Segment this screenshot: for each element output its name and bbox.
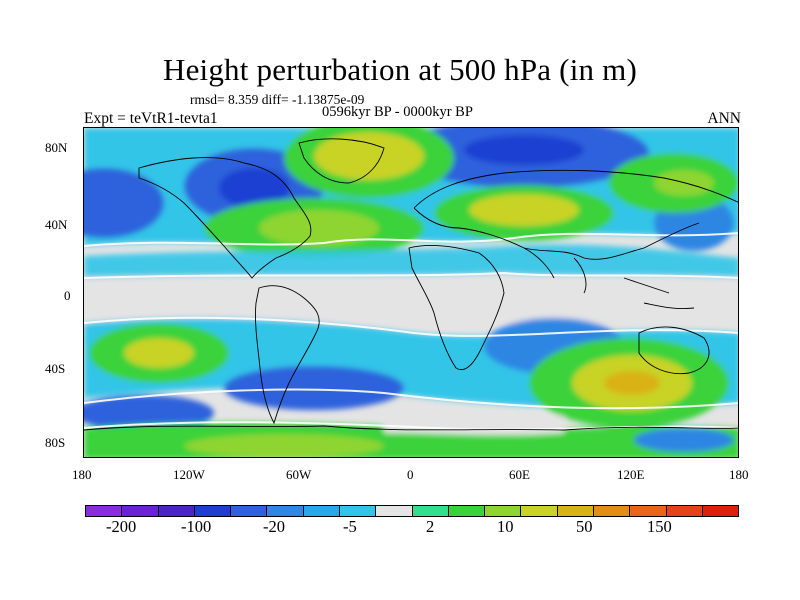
experiment-label: Expt = teVtR1-tevta1: [84, 110, 218, 127]
colorbar-segment: [702, 506, 739, 516]
colorbar-label: 50: [576, 517, 593, 536]
lon-tick-label: 180: [729, 467, 749, 482]
contour-lines: [84, 232, 738, 431]
lat-tick-label: 40N: [45, 217, 68, 232]
colorbar-segment: [376, 506, 413, 516]
colorbar-label: -200: [106, 517, 137, 536]
colorbar-segment: [303, 506, 340, 516]
colorbar-segment: [267, 506, 304, 516]
lon-tick-label: 120E: [617, 467, 645, 482]
colorbar-segment: [231, 506, 268, 516]
colorbar-segment: [630, 506, 667, 516]
map-panel: [83, 127, 739, 458]
coastlines: [84, 138, 738, 431]
colorbar-label: 10: [497, 517, 514, 536]
colorbar-segment: [412, 506, 449, 516]
chart-title: Height perturbation at 500 hPa (in m): [162, 52, 638, 87]
period-label: 0596kyr BP - 0000kyr BP: [322, 104, 473, 120]
colorbar-segment: [485, 506, 522, 516]
colorbar-segment: [194, 506, 232, 516]
colorbar-label: -20: [263, 517, 285, 536]
colorbar-segment: [158, 506, 195, 516]
lat-tick-label: 40S: [45, 361, 66, 376]
lat-tick-label: 80S: [45, 435, 66, 450]
lon-tick-label: 120W: [173, 467, 205, 482]
colorbar-label: 150: [647, 517, 672, 536]
colorbar-segment: [593, 506, 631, 516]
lat-tick-label: 80N: [45, 140, 68, 155]
colorbar-segment: [521, 506, 558, 516]
season-label: ANN: [707, 110, 741, 127]
colorbar-label: -5: [343, 517, 357, 536]
colorbar-segment: [448, 506, 486, 516]
colorbar-segment: [339, 506, 377, 516]
colorbar-segment: [86, 506, 123, 516]
lon-tick-label: 60E: [509, 467, 530, 482]
lat-tick-label: 0: [64, 288, 71, 303]
colorbar-segment: [122, 506, 159, 516]
colorbar-label: 2: [426, 517, 435, 536]
lon-tick-label: 180: [72, 467, 92, 482]
lon-tick-label: 0: [407, 467, 414, 482]
lon-tick-label: 60W: [286, 467, 312, 482]
colorbar: [85, 505, 739, 517]
anomaly-shading: [84, 128, 738, 457]
colorbar-segment: [557, 506, 594, 516]
colorbar-segment: [666, 506, 703, 516]
stats-label: rmsd= 8.359 diff= -1.13875e-09: [190, 92, 365, 107]
colorbar-label: -100: [181, 517, 212, 536]
contour-map: [84, 128, 738, 457]
